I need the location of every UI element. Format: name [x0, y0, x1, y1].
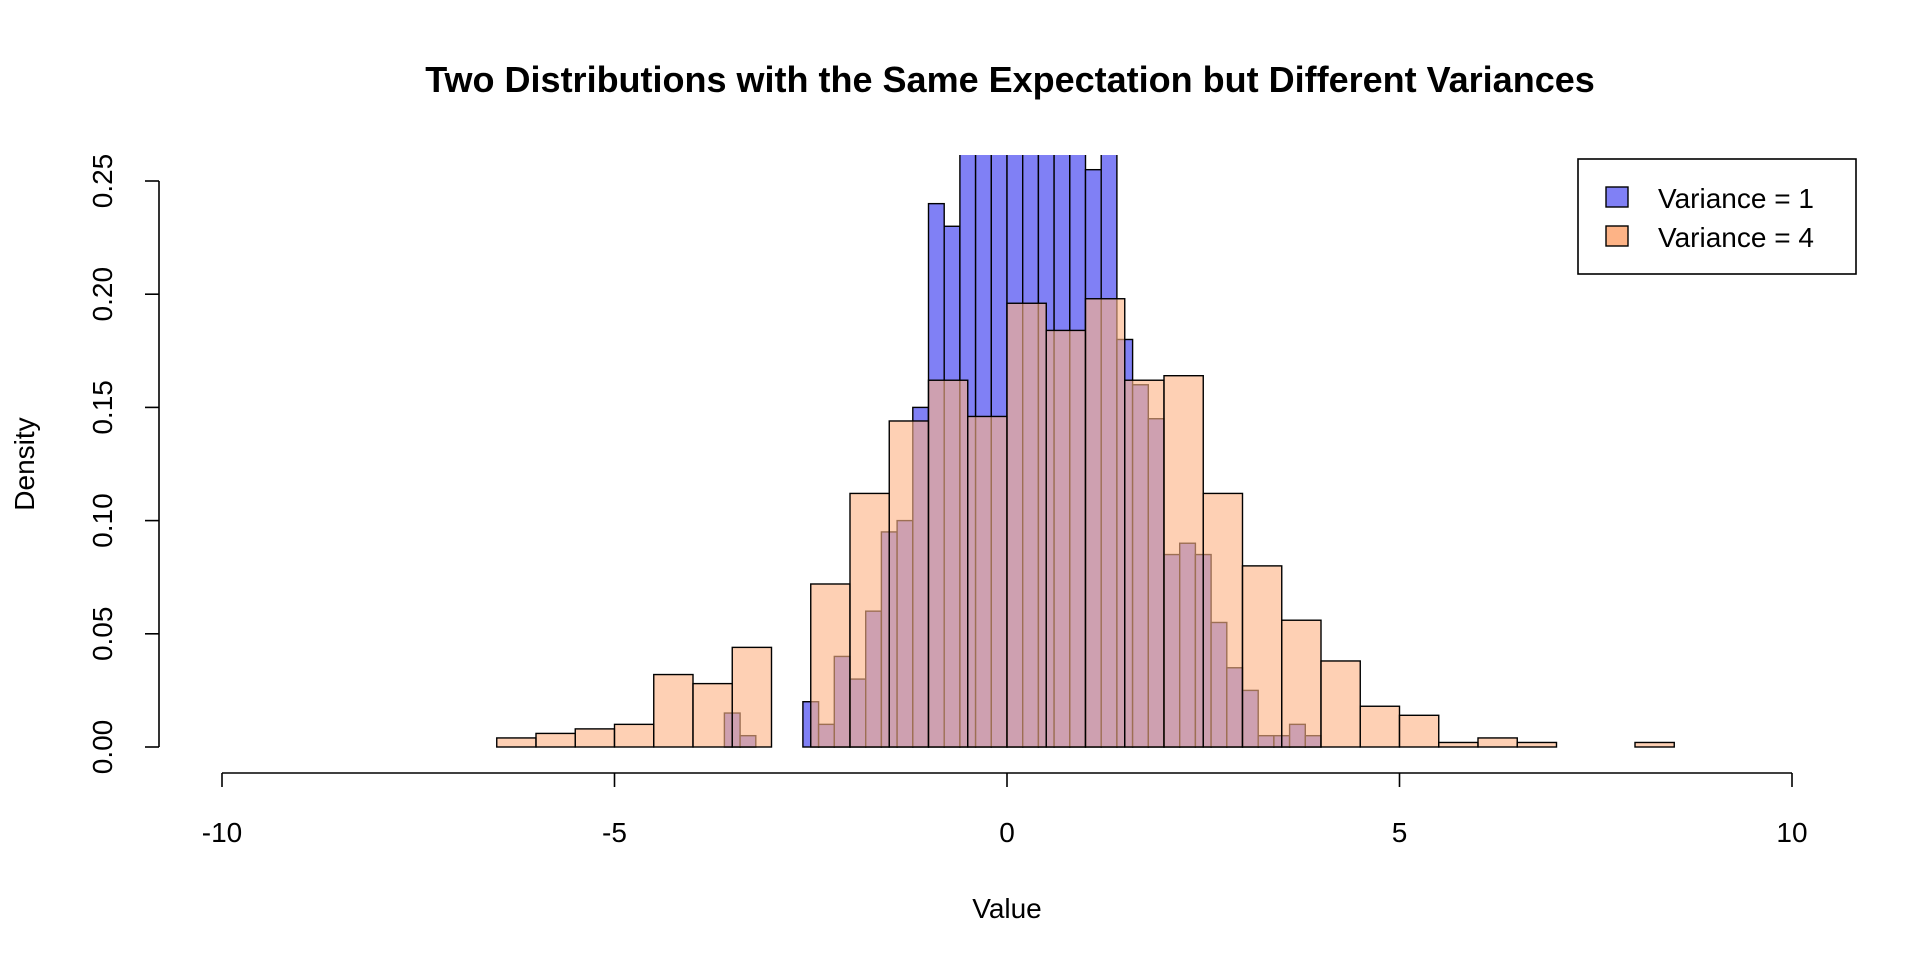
bar-variance-4-17: [1163, 375, 1204, 748]
bar-variance-4-9: [849, 492, 890, 748]
bar-variance-4-4: [653, 673, 694, 748]
bar-variance-4-29: [1634, 741, 1675, 748]
legend-label-variance-1: Variance = 1: [1658, 183, 1814, 214]
legend: Variance = 1 Variance = 4: [1577, 158, 1857, 275]
bar-variance-4-26: [1516, 741, 1558, 748]
bar-variance-4-25: [1477, 737, 1518, 748]
bar-variance-4-23: [1398, 714, 1440, 748]
x-tick-label-3: 5: [1392, 817, 1408, 848]
x-tick-label-2: 0: [999, 817, 1015, 848]
bar-variance-4-12: [967, 415, 1008, 748]
bar-variance-4-16: [1124, 379, 1165, 748]
bar-variance-4-0: [496, 737, 537, 748]
legend-swatch-variance-4: [1605, 225, 1629, 247]
bar-variance-4-10: [888, 420, 930, 748]
bar-variance-4-18: [1202, 492, 1244, 748]
bar-variance-4-8: [810, 583, 851, 748]
x-tick-label-0: -10: [202, 817, 242, 848]
bar-variance-4-6: [731, 646, 773, 748]
y-axis-title: Density: [9, 417, 40, 510]
x-axis-title: Value: [972, 893, 1042, 924]
bar-variance-4-24: [1438, 741, 1479, 748]
bar-variance-4-5: [692, 682, 733, 748]
y-tick-label-1: 0.05: [87, 607, 118, 662]
bar-variance-4-2: [574, 728, 616, 748]
x-axis: -10 -5 0 5 10: [202, 772, 1808, 848]
bar-variance-4-19: [1241, 565, 1283, 748]
y-axis: 0.00 0.05 0.10 0.15 0.20 0.25: [87, 154, 160, 775]
bar-variance-4-3: [613, 723, 655, 748]
bar-variance-4-14: [1045, 329, 1087, 748]
y-tick-label-5: 0.25: [87, 154, 118, 209]
y-tick-label-2: 0.10: [87, 493, 118, 548]
bar-variance-4-20: [1281, 619, 1322, 748]
x-tick-label-4: 10: [1776, 817, 1807, 848]
bar-variance-4-13: [1006, 302, 1047, 748]
bars-layer: [496, 155, 1675, 748]
legend-box: [1577, 158, 1857, 275]
bar-variance-4-1: [535, 732, 576, 748]
legend-label-variance-4: Variance = 4: [1658, 222, 1814, 253]
bar-variance-4-21: [1320, 660, 1361, 748]
legend-swatch-variance-1: [1605, 186, 1629, 208]
y-tick-label-0: 0.00: [87, 720, 118, 775]
y-tick-label-3: 0.15: [87, 380, 118, 435]
y-tick-label-4: 0.20: [87, 267, 118, 322]
chart-title: Two Distributions with the Same Expectat…: [425, 59, 1595, 100]
bar-variance-4-11: [927, 379, 969, 748]
bar-variance-4-15: [1084, 298, 1126, 748]
x-tick-label-1: -5: [602, 817, 627, 848]
bar-variance-4-22: [1359, 705, 1401, 748]
